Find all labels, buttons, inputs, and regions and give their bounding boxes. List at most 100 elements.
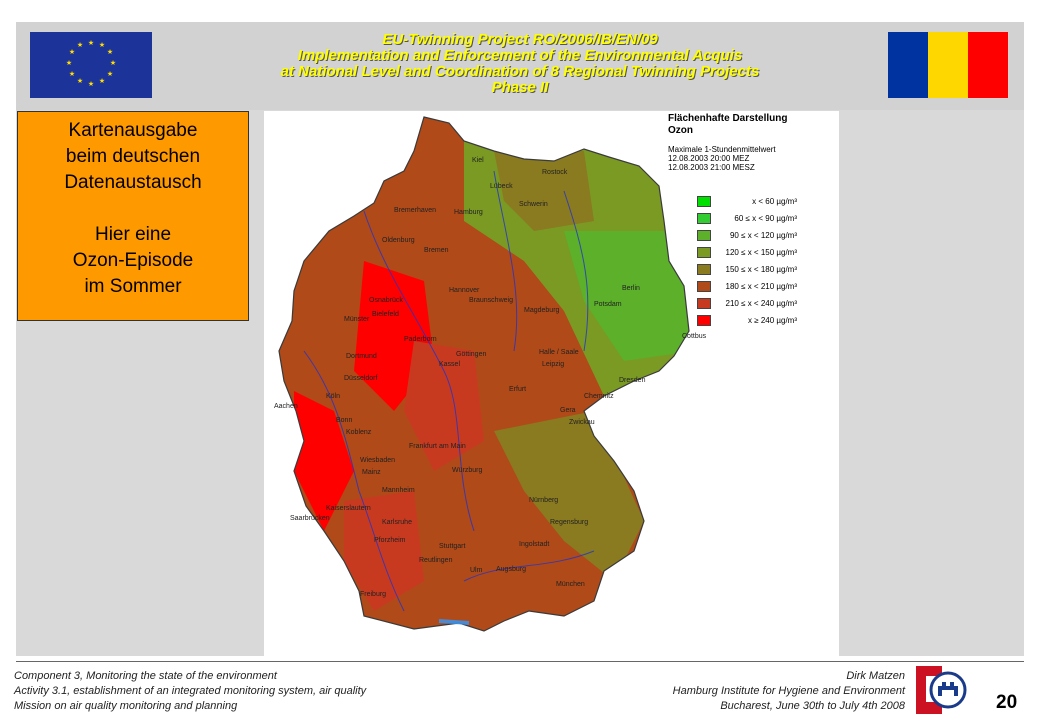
svg-text:★: ★ — [99, 41, 105, 49]
legend-label: 60 ≤ x < 90 µg/m³ — [734, 214, 797, 223]
city-label: Schwerin — [519, 201, 548, 208]
city-label: Karlsruhe — [382, 519, 412, 526]
callout-line: Hier eine — [94, 224, 172, 245]
city-label: Düsseldorf — [344, 375, 378, 382]
legend-label: 120 ≤ x < 150 µg/m³ — [725, 248, 797, 257]
legend-item: x < 60 µg/m³ — [697, 193, 797, 210]
legend-label: 180 ≤ x < 210 µg/m³ — [725, 282, 797, 291]
svg-text:★: ★ — [66, 59, 72, 67]
callout-line: Kartenausgabe — [68, 120, 198, 141]
city-label: Mannheim — [382, 487, 415, 494]
legend-swatch — [697, 281, 711, 292]
city-label: Bremerhaven — [394, 207, 437, 214]
legend-meta-line: 12.08.2003 21:00 MESZ — [668, 163, 755, 172]
city-label: Kaiserslautern — [326, 505, 371, 512]
svg-text:★: ★ — [88, 39, 94, 47]
legend-item: 120 ≤ x < 150 µg/m³ — [697, 244, 797, 261]
city-label: Erfurt — [509, 386, 527, 393]
city-label: Paderborn — [404, 336, 437, 343]
city-label: Wiesbaden — [360, 457, 396, 464]
callout-line: beim deutschen — [65, 146, 201, 167]
romania-flag-icon — [888, 32, 1008, 98]
legend-title-2: Ozon — [668, 125, 693, 136]
germany-ozone-map — [278, 116, 690, 632]
city-label: Aachen — [274, 403, 298, 410]
ozone-map-panel: Flächenhafte Darstellung Ozon Maximale 1… — [264, 111, 839, 656]
city-label: Reutlingen — [419, 557, 453, 564]
legend-item: 90 ≤ x < 120 µg/m³ — [697, 227, 797, 244]
city-label: Frankfurt am Main — [409, 443, 466, 450]
city-label: Ingolstadt — [519, 541, 550, 548]
city-label: München — [556, 581, 585, 588]
city-label: Zwickau — [569, 419, 595, 426]
header-title: EU-Twinning Project RO/2006/IB/EN/09 Imp… — [160, 32, 880, 96]
city-label: Göttingen — [456, 351, 487, 358]
footer-divider — [16, 661, 1024, 662]
city-label: Magdeburg — [524, 307, 560, 314]
legend-swatch — [697, 264, 711, 275]
footer-left-line: Activity 3.1, establishment of an integr… — [14, 685, 367, 697]
callout-line: Ozon-Episode — [72, 250, 194, 271]
city-label: Pforzheim — [374, 537, 406, 544]
footer-date: Bucharest, June 30th to July 4th 2008 — [720, 700, 905, 712]
svg-text:★: ★ — [69, 48, 75, 56]
city-label: Ulm — [470, 567, 483, 574]
legend-title: Flächenhafte Darstellung Ozon — [668, 113, 787, 137]
legend-label: x < 60 µg/m³ — [752, 197, 797, 206]
legend-meta: Maximale 1-Stundenmittelwert 12.08.2003 … — [668, 145, 776, 172]
svg-text:★: ★ — [107, 48, 113, 56]
city-label: Würzburg — [452, 467, 483, 474]
city-label: Bielefeld — [372, 311, 399, 318]
footer-left-line: Mission on air quality monitoring and pl… — [14, 700, 238, 712]
city-label: Koblenz — [346, 429, 372, 436]
legend-swatch — [697, 247, 711, 258]
legend-swatch — [697, 196, 711, 207]
svg-text:★: ★ — [77, 77, 83, 85]
legend-item: 180 ≤ x < 210 µg/m³ — [697, 278, 797, 295]
footer-right: Dirk Matzen Hamburg Institute for Hygien… — [673, 669, 905, 714]
eu-flag-icon: ★ ★ ★ ★ ★ ★ ★ ★ ★ ★ ★ ★ — [30, 32, 152, 98]
city-label: Regensburg — [550, 519, 589, 526]
city-label: Gera — [560, 407, 576, 414]
svg-text:★: ★ — [77, 41, 83, 49]
legend-swatch — [697, 230, 711, 241]
header-line-2: Implementation and Enforcement of the En… — [297, 47, 743, 64]
header-line-4: Phase II — [491, 79, 549, 96]
page-number: 20 — [996, 692, 1018, 713]
header-line-1: EU-Twinning Project RO/2006/IB/EN/09 — [382, 31, 658, 48]
legend-label: x ≥ 240 µg/m³ — [747, 316, 797, 325]
city-label: Münster — [344, 316, 370, 323]
city-label: Oldenburg — [382, 237, 415, 244]
footer-institute: Hamburg Institute for Hygiene and Enviro… — [672, 685, 905, 697]
city-label: Lübeck — [490, 183, 513, 190]
callout-line: im Sommer — [84, 276, 182, 297]
city-label: Kassel — [439, 361, 461, 368]
legend-item: 210 ≤ x < 240 µg/m³ — [697, 295, 797, 312]
legend-swatch — [697, 315, 711, 326]
legend-label: 90 ≤ x < 120 µg/m³ — [729, 231, 797, 240]
svg-text:★: ★ — [110, 59, 116, 67]
legend-label: 150 ≤ x < 180 µg/m³ — [725, 265, 797, 274]
svg-text:★: ★ — [69, 70, 75, 78]
city-label: Hannover — [449, 287, 480, 294]
legend-item: 150 ≤ x < 180 µg/m³ — [697, 261, 797, 278]
city-label: Rostock — [542, 169, 568, 176]
hamburg-institute-logo-icon — [912, 662, 970, 718]
map-legend: x < 60 µg/m³ 60 ≤ x < 90 µg/m³ 90 ≤ x < … — [697, 193, 797, 329]
city-label: Osnabrück — [369, 297, 403, 304]
city-label: Augsburg — [496, 566, 526, 573]
city-label: Bonn — [336, 417, 353, 424]
callout-gap — [18, 196, 248, 222]
legend-meta-line: Maximale 1-Stundenmittelwert — [668, 145, 776, 154]
city-label: Cottbus — [682, 333, 707, 340]
footer-author: Dirk Matzen — [846, 670, 905, 682]
city-label: Nürnberg — [529, 497, 559, 504]
city-label: Leipzig — [542, 361, 565, 368]
city-label: Braunschweig — [469, 297, 513, 304]
legend-swatch — [697, 213, 711, 224]
legend-title-1: Flächenhafte Darstellung — [668, 113, 788, 124]
city-label: Halle / Saale — [539, 349, 579, 356]
svg-text:★: ★ — [107, 70, 113, 78]
city-label: Mainz — [362, 469, 381, 476]
header-line-3: at National Level and Coordination of 8 … — [280, 63, 760, 80]
